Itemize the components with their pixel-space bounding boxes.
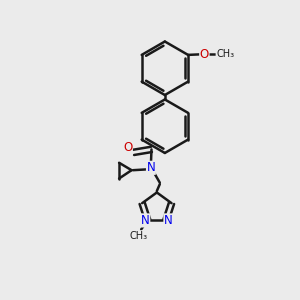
Text: O: O [200,48,209,61]
Text: CH₃: CH₃ [216,49,234,59]
Text: N: N [146,161,155,174]
Text: O: O [123,141,132,154]
Text: N: N [164,214,173,227]
Text: CH₃: CH₃ [130,231,148,241]
Text: N: N [141,214,150,227]
